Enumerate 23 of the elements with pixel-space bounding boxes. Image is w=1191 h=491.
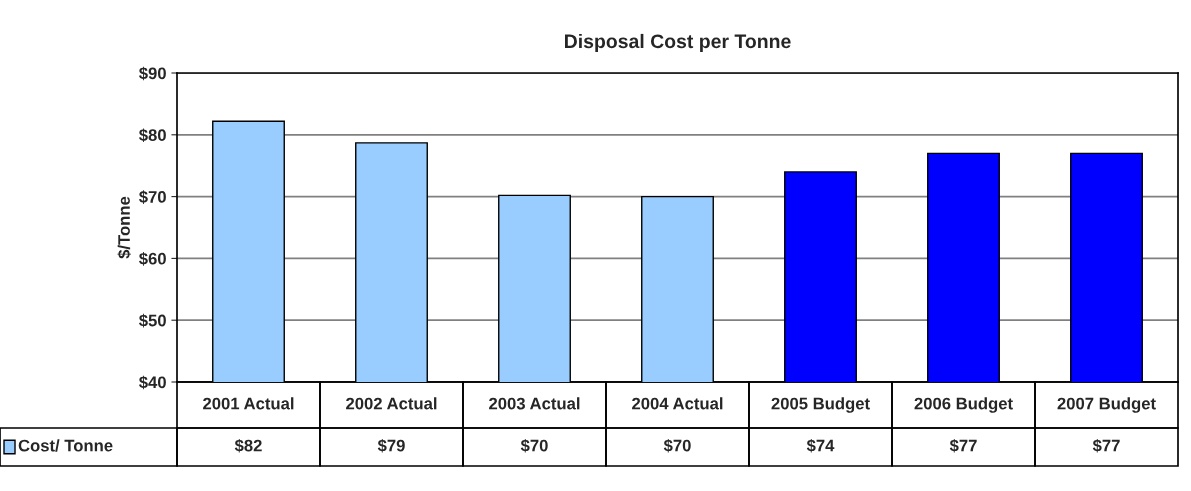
legend-label: Cost/ Tonne (18, 439, 113, 452)
x-tick-label: 2002 Actual (346, 397, 437, 410)
x-tick-label: 2005 Budget (771, 397, 870, 413)
y-axis-title: $/Tonne (117, 196, 131, 259)
data-label: $77 (1092, 438, 1120, 453)
data-label: $74 (806, 438, 835, 453)
x-tick-label: 2004 Actual (632, 397, 723, 410)
x-tick-label: 2007 Budget (1057, 397, 1156, 413)
data-label: $82 (234, 438, 262, 453)
y-tick-label: $40 (139, 375, 166, 390)
data-label: $77 (949, 438, 977, 453)
y-tick-label: $50 (139, 313, 166, 328)
y-tick-label: $60 (139, 252, 166, 266)
y-tick-label: $70 (139, 190, 166, 204)
y-tick-label: $90 (139, 66, 166, 81)
chart-title: Disposal Cost per Tonne (565, 33, 791, 53)
y-tick-label: $80 (139, 128, 166, 143)
data-label: $79 (377, 438, 405, 453)
data-label: $70 (663, 438, 691, 453)
x-tick-label: 2001 Actual (203, 397, 294, 410)
x-tick-label: 2006 Budget (914, 397, 1013, 413)
data-label: $70 (520, 438, 548, 453)
x-tick-label: 2003 Actual (489, 397, 580, 410)
